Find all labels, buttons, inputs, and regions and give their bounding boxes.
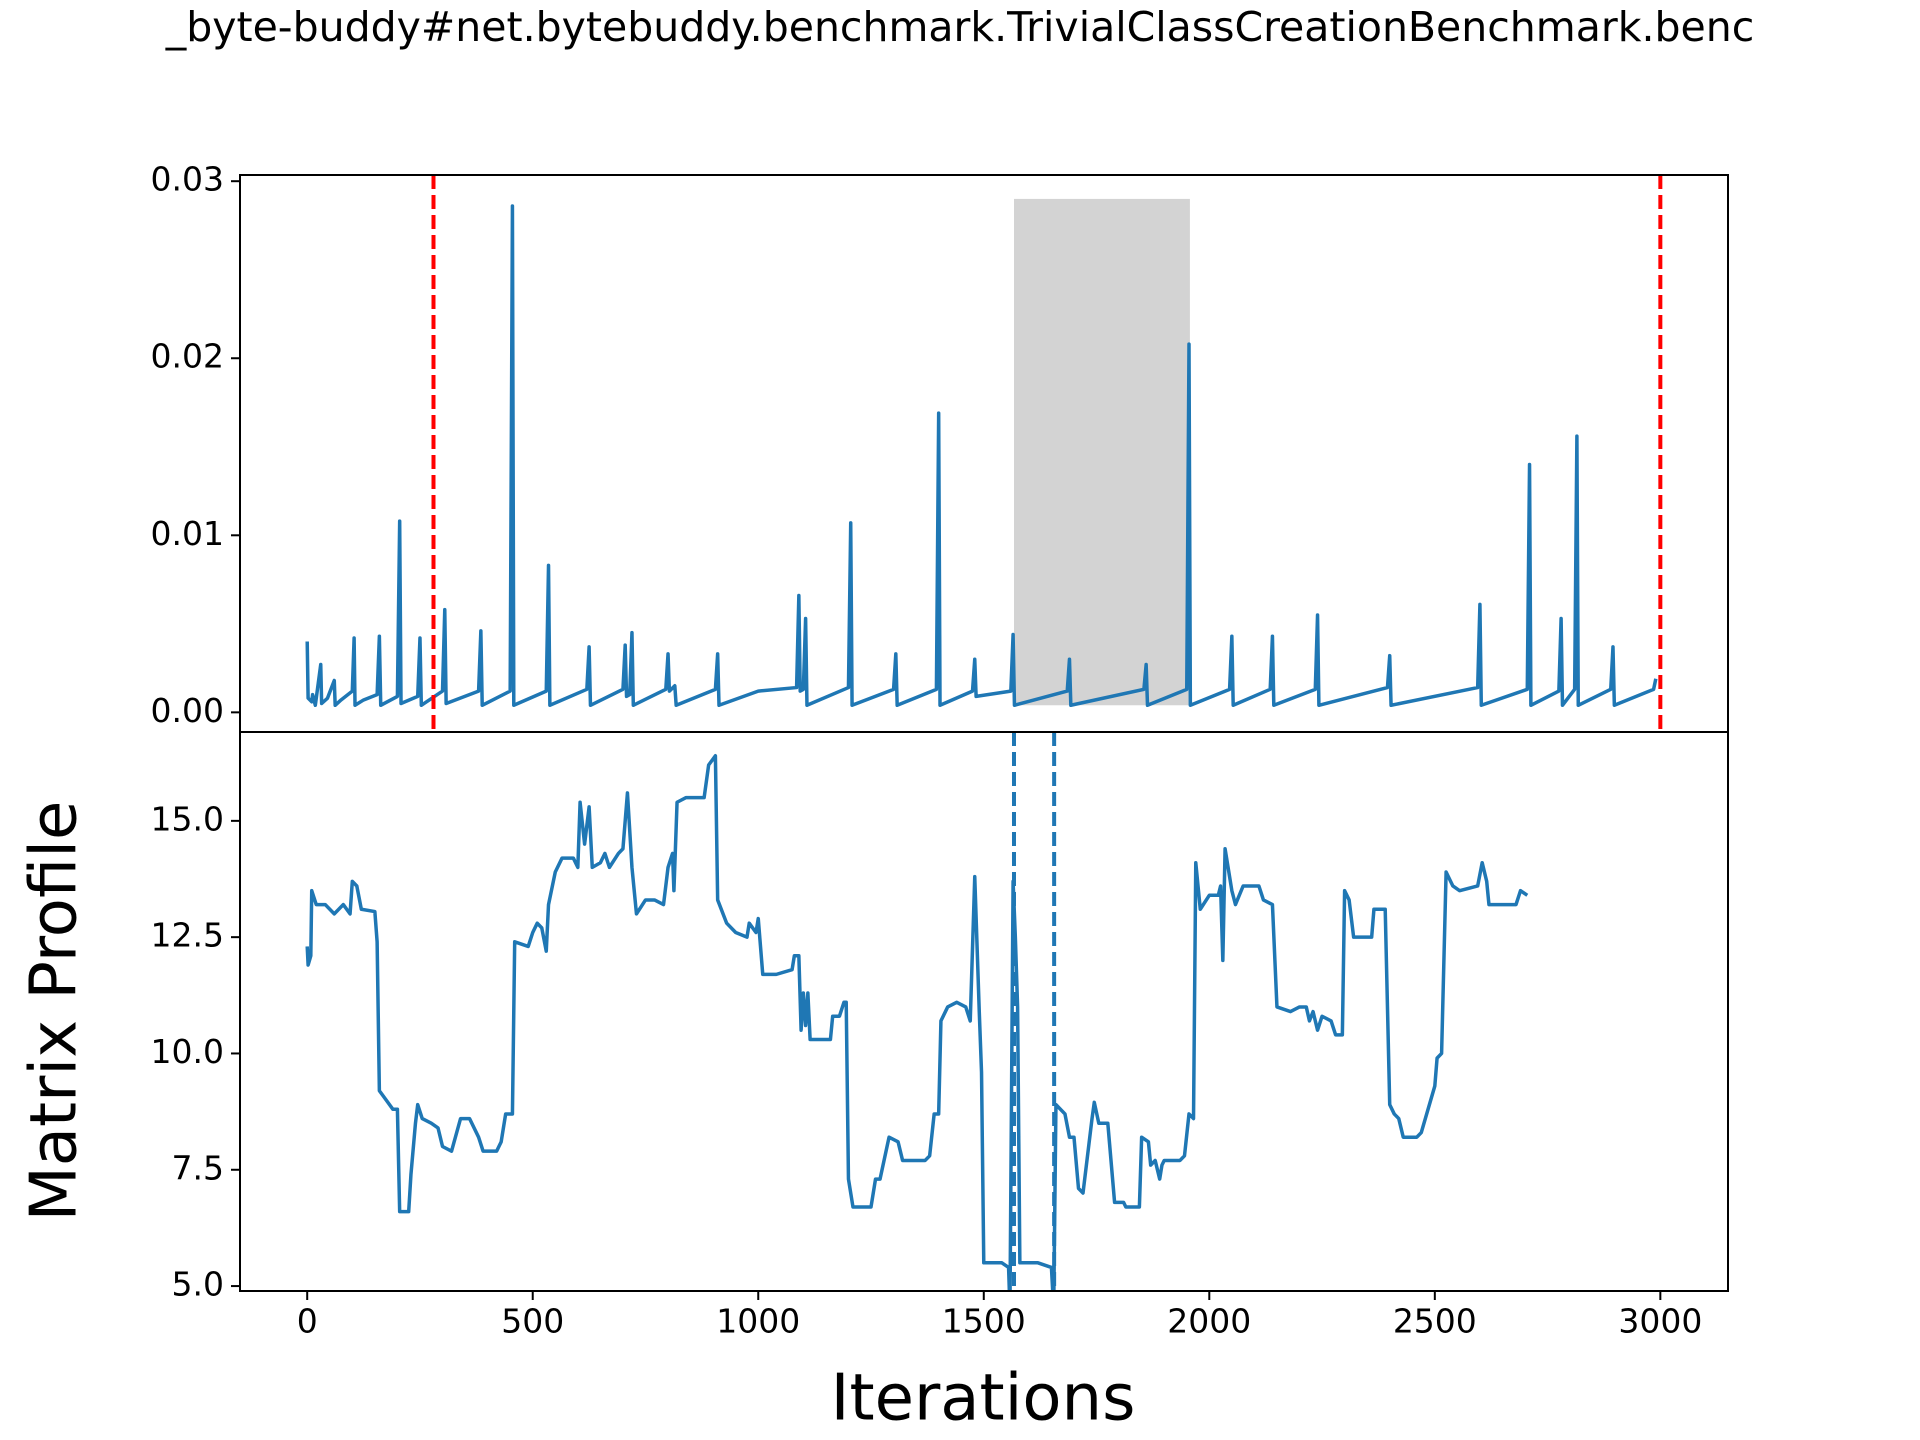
x-tick-label: 1000	[716, 1302, 800, 1341]
x-tick-label: 1500	[942, 1302, 1026, 1341]
y-tick-label: 0.01	[151, 514, 224, 553]
x-tick-label: 2500	[1393, 1302, 1477, 1341]
y-tick-label: 10.0	[151, 1032, 224, 1071]
y-tick-label: 7.5	[172, 1148, 224, 1187]
axes-frame	[239, 174, 1729, 733]
y-tick-label: 0.00	[151, 691, 224, 730]
plot-area	[305, 175, 1663, 732]
data-line	[305, 204, 1658, 708]
y-tick-label: 12.5	[151, 916, 224, 955]
x-tick-label: 0	[297, 1302, 318, 1341]
highlight-span	[1013, 198, 1190, 706]
chart-title: _byte-buddy#net.bytebuddy.benchmark.Triv…	[165, 3, 1755, 51]
y-tick-label: 15.0	[151, 799, 224, 838]
x-axis-label: Iterations	[831, 1362, 1136, 1436]
y-tick-label: 0.03	[151, 160, 224, 199]
plot-area	[305, 732, 1529, 1291]
y-tick-label: 0.02	[151, 337, 224, 376]
x-tick-label: 500	[501, 1302, 564, 1341]
x-tick-label: 3000	[1618, 1302, 1702, 1341]
y-axis-label: Matrix Profile	[18, 801, 92, 1222]
data-line	[305, 753, 1529, 1291]
y-tick-label: 5.0	[172, 1265, 224, 1304]
x-tick-label: 2000	[1167, 1302, 1251, 1341]
